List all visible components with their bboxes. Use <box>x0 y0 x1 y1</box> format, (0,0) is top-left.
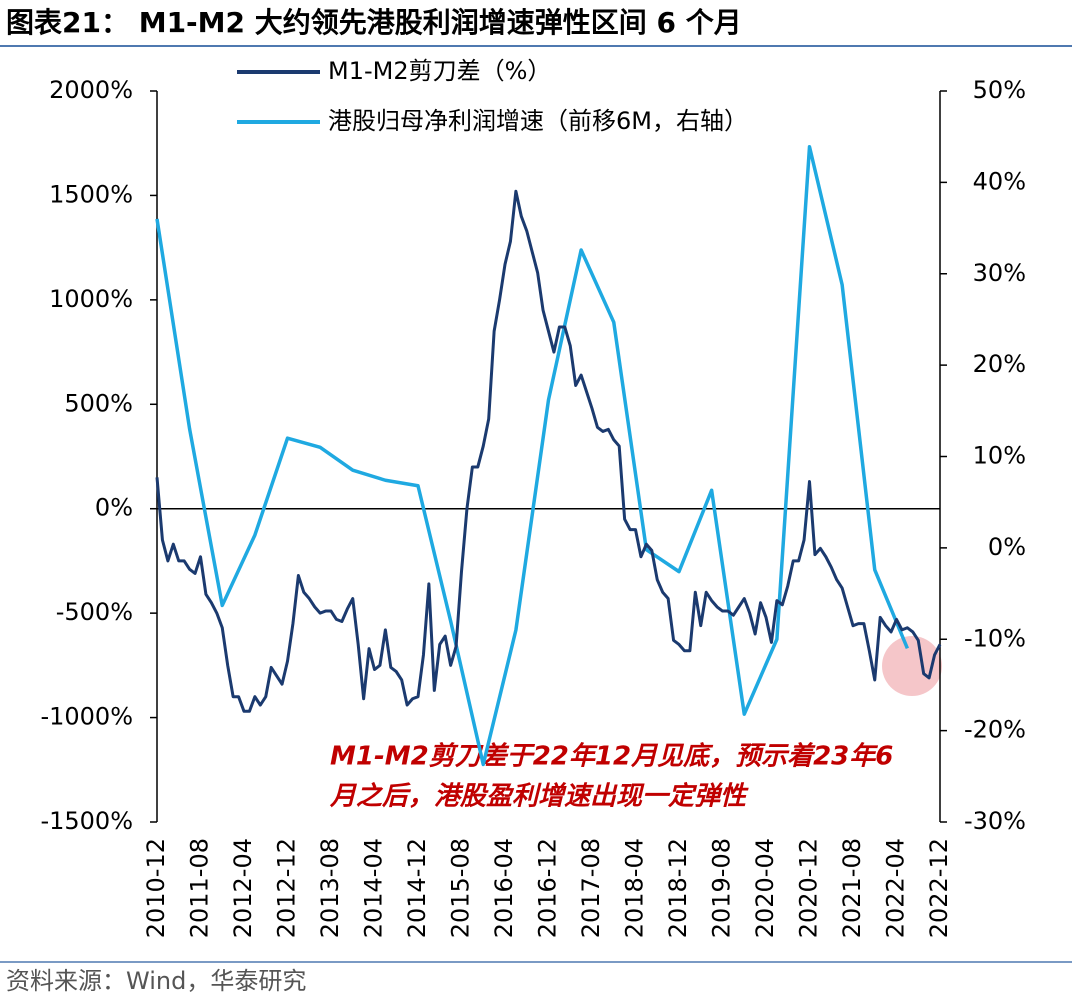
legend-label: 港股归母净利润增速（前移6M，右轴） <box>328 107 748 135</box>
y2-tick-label: 50% <box>973 76 1026 104</box>
x-tick-label: 2021-08 <box>838 838 866 938</box>
y2-tick-label: 0% <box>988 533 1026 561</box>
x-tick-label: 2022-04 <box>882 838 910 938</box>
y2-tick-label: 20% <box>973 350 1026 378</box>
x-tick-label: 2020-12 <box>795 838 823 938</box>
y-tick-label: 0% <box>95 494 133 522</box>
source: 资料来源：Wind，华泰研究 <box>6 967 306 995</box>
x-tick-label: 2015-08 <box>447 838 475 938</box>
x-tick-label: 2011-08 <box>186 838 214 938</box>
y2-tick-label: 40% <box>973 167 1026 195</box>
legend-label: M1-M2剪刀差（%） <box>328 57 551 85</box>
y-tick-label: 1500% <box>49 180 133 208</box>
annotation: 月之后，港股盈利增速出现一定弹性 <box>329 782 749 812</box>
x-tick-label: 2016-04 <box>490 838 518 938</box>
y2-tick-label: -10% <box>964 624 1026 652</box>
series-line <box>155 189 942 713</box>
x-tick-label: 2016-12 <box>534 838 562 938</box>
x-tick-label: 2018-12 <box>664 838 692 938</box>
x-tick-label: 2020-04 <box>751 838 779 938</box>
y2-tick-label: 10% <box>973 442 1026 470</box>
y2-tick-label: 30% <box>973 259 1026 287</box>
x-tick-label: 2012-12 <box>273 838 301 938</box>
highlight-circle <box>882 636 942 696</box>
x-tick-label: 2018-04 <box>621 838 649 938</box>
y2-tick-label: -20% <box>964 716 1026 744</box>
x-tick-label: 2019-08 <box>708 838 736 938</box>
x-tick-label: 2010-12 <box>142 838 170 938</box>
y-tick-label: 500% <box>64 389 133 417</box>
annotation: M1-M2剪刀差于22年12月见底，预示着23年6 <box>330 742 893 772</box>
x-tick-label: 2013-08 <box>316 838 344 938</box>
x-tick-label: 2022-12 <box>925 838 953 938</box>
y-tick-label: -1500% <box>40 807 133 835</box>
chart-title: 图表21： M1-M2 大约领先港股利润增速弹性区间 6 个月 <box>6 6 742 39</box>
series-line <box>155 144 909 767</box>
y-tick-label: -1000% <box>40 703 133 731</box>
x-tick-label: 2014-12 <box>403 838 431 938</box>
x-tick-label: 2012-04 <box>229 838 257 938</box>
x-tick-label: 2014-04 <box>360 838 388 938</box>
y-tick-label: 1000% <box>49 285 133 313</box>
y2-tick-label: -30% <box>964 807 1026 835</box>
x-tick-label: 2017-08 <box>577 838 605 938</box>
y-tick-label: 2000% <box>49 76 133 104</box>
y-tick-label: -500% <box>56 598 133 626</box>
